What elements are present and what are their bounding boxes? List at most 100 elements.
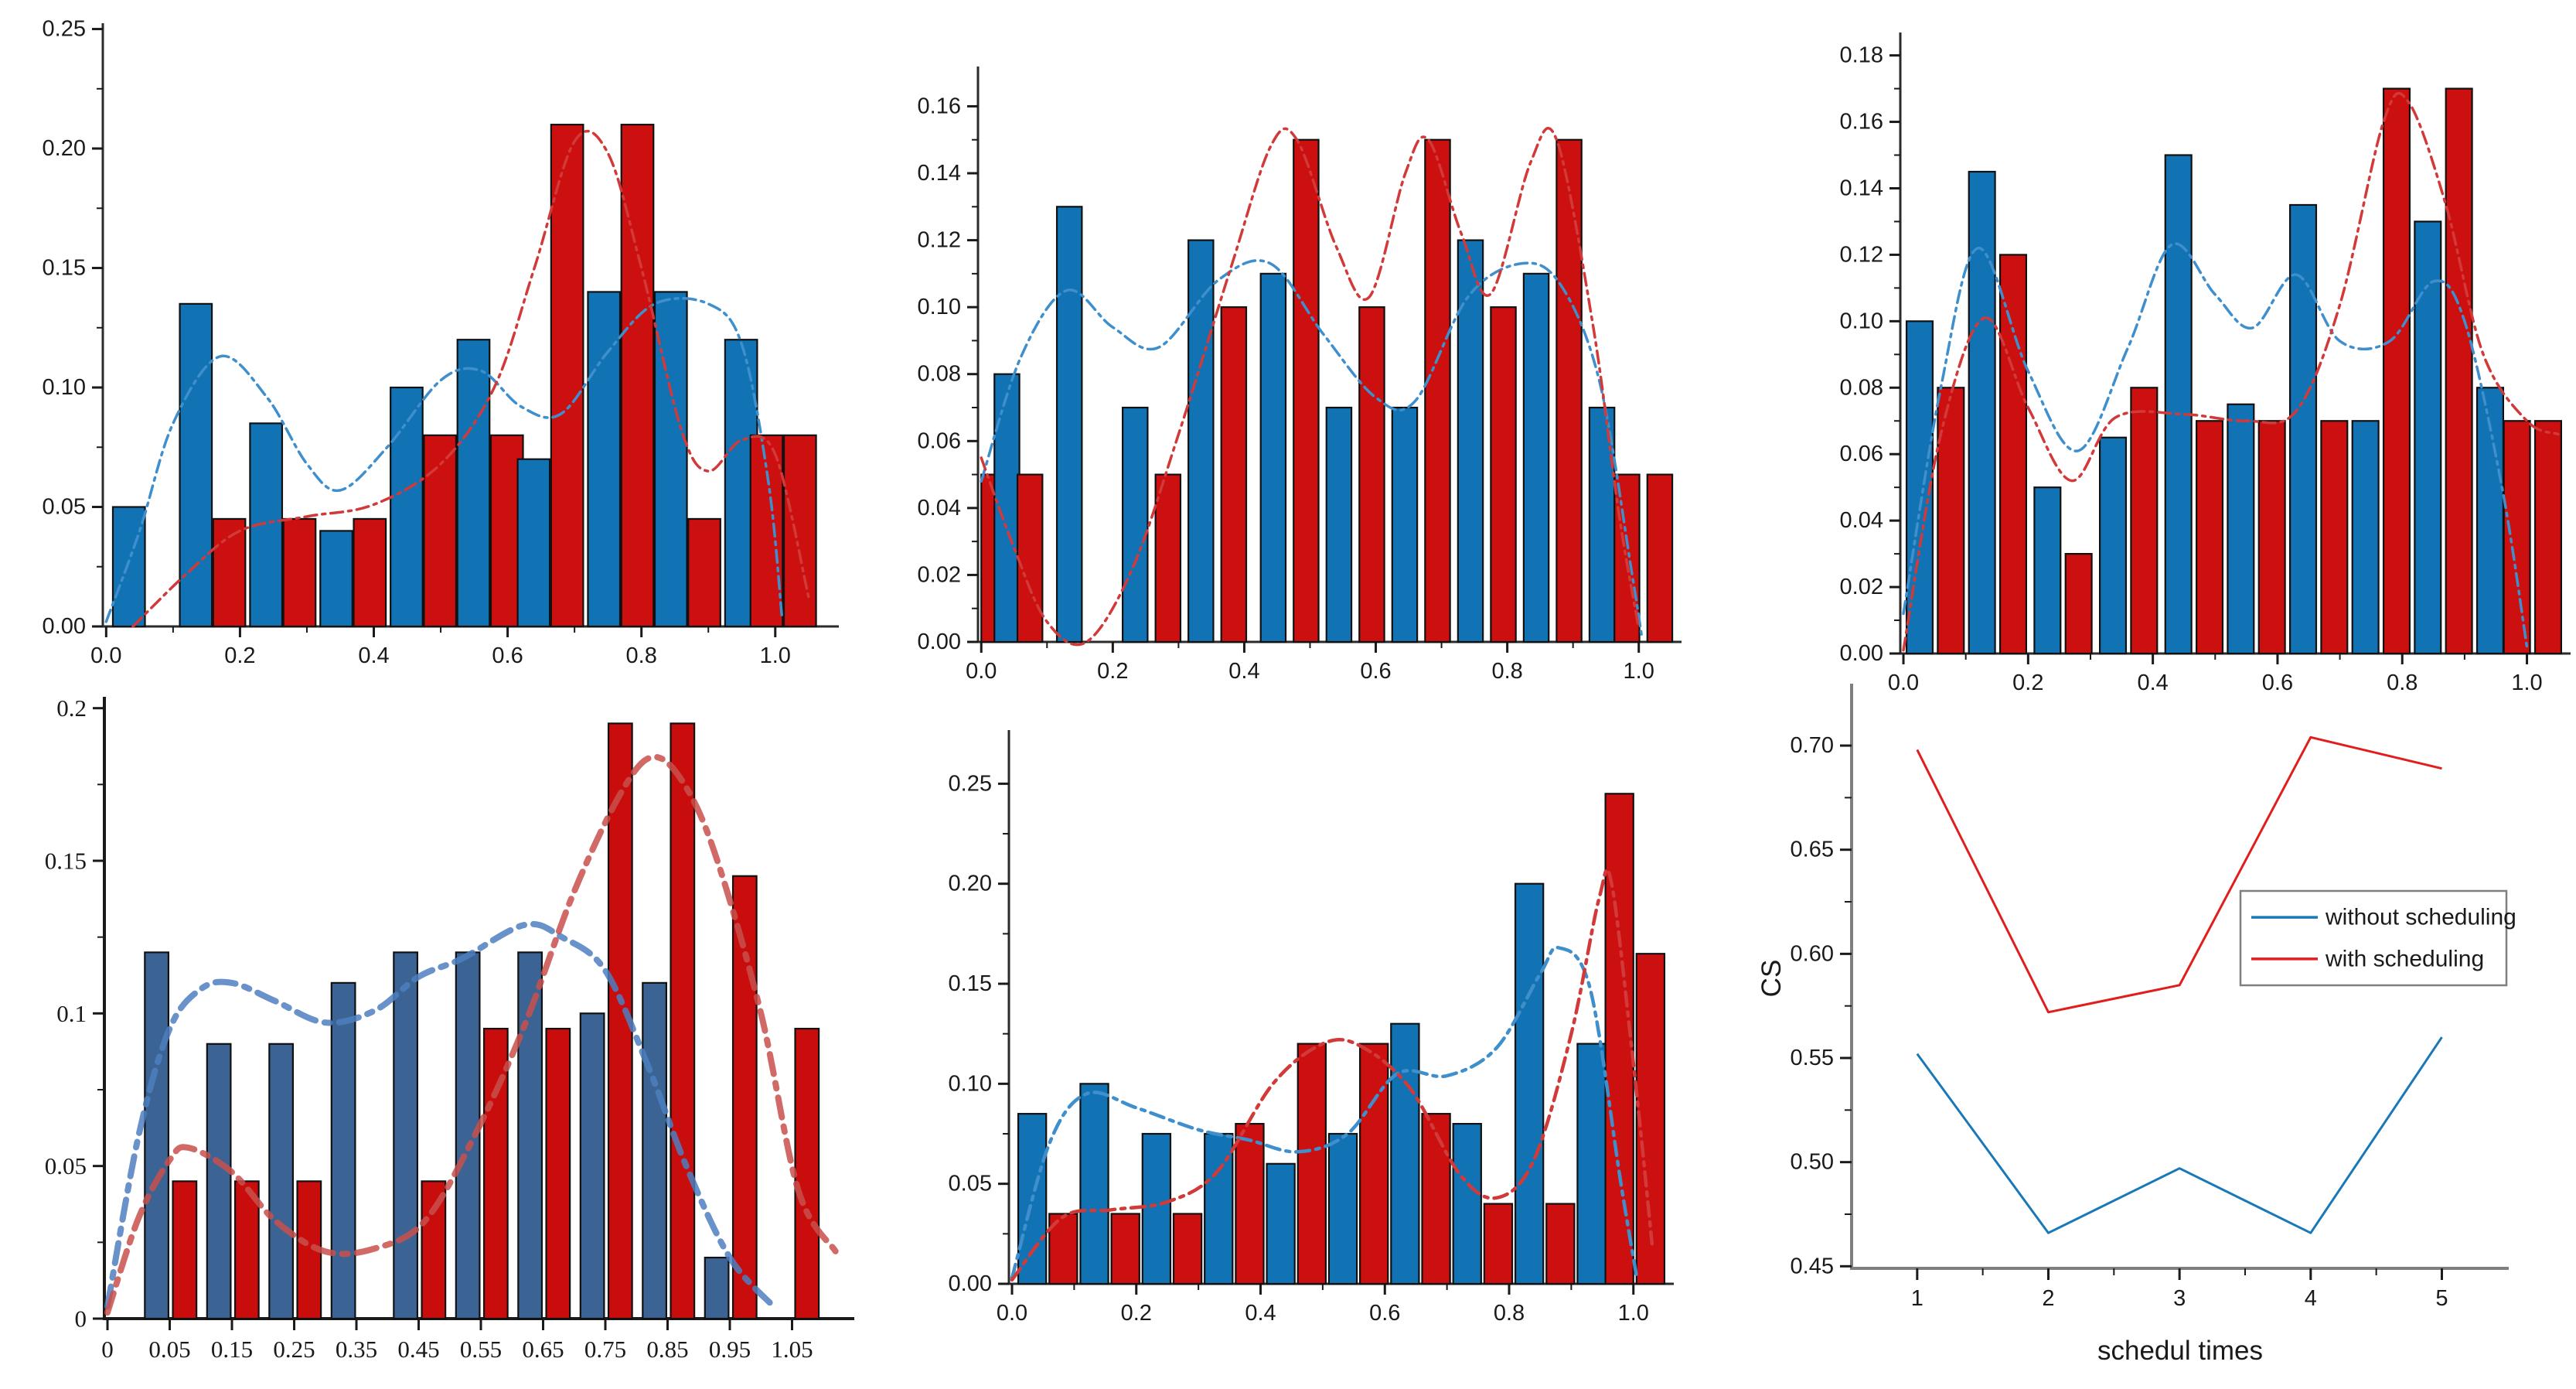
bar-red bbox=[550, 124, 584, 628]
legend-label: without scheduling bbox=[2325, 905, 2516, 930]
bar-red bbox=[2195, 420, 2224, 655]
bar-red bbox=[1110, 1213, 1140, 1285]
bar-red bbox=[794, 1027, 820, 1320]
y-tick-label: 0.10 bbox=[918, 295, 961, 319]
y-tick-label: 0.10 bbox=[949, 1071, 992, 1096]
bar-blue bbox=[179, 302, 213, 628]
x-tick-label: 0.4 bbox=[2137, 671, 2168, 695]
histogram-bottom-middle: 0.00 0.05 0.10 0.15 0.20 0.25 0.0 0.2 0.4 0.6 0.8 1… bbox=[949, 730, 1674, 1326]
bar-red bbox=[233, 1180, 260, 1320]
bar-blue bbox=[2098, 436, 2128, 655]
blue-kde-curve bbox=[1010, 945, 1639, 1280]
y-tick-label: 0.08 bbox=[1840, 375, 1883, 400]
bar-blue bbox=[1259, 272, 1287, 643]
x-tick-label: 0.15 bbox=[211, 1336, 253, 1363]
bar-blue bbox=[1187, 239, 1215, 643]
histogram-bars bbox=[980, 138, 1674, 643]
bar-red bbox=[1016, 473, 1044, 643]
y-tick-label: 0.16 bbox=[918, 94, 961, 118]
y-tick-label: 0.15 bbox=[43, 256, 86, 281]
bar-blue bbox=[1514, 882, 1545, 1285]
bar-blue bbox=[1327, 1132, 1358, 1285]
bar-blue bbox=[1325, 406, 1353, 643]
y-tick-label: 0.02 bbox=[1840, 575, 1883, 599]
bar-blue bbox=[390, 386, 424, 628]
bar-blue bbox=[516, 458, 551, 628]
y-tick-label: 0.00 bbox=[949, 1271, 992, 1296]
x-tick-label: 0.0 bbox=[997, 1301, 1027, 1326]
bar-red bbox=[1172, 1213, 1203, 1285]
bar-blue bbox=[704, 1256, 730, 1320]
y-tick-label: 0.00 bbox=[1840, 641, 1883, 666]
bar-red bbox=[1937, 387, 1965, 655]
y-tick-label: 0.45 bbox=[1791, 1254, 1834, 1278]
bar-blue bbox=[653, 291, 688, 628]
bar-blue bbox=[2033, 486, 2062, 655]
bar-red bbox=[2064, 553, 2093, 655]
bar-red bbox=[212, 517, 247, 628]
y-tick-label: 0.14 bbox=[918, 161, 961, 186]
x-tick-label: 1.0 bbox=[1624, 659, 1654, 684]
red-kde-curve bbox=[980, 127, 1641, 647]
bar-blue bbox=[2164, 154, 2193, 655]
x-tick-label: 0.8 bbox=[1491, 659, 1522, 684]
y-tick-label: 0 bbox=[75, 1305, 87, 1333]
x-tick-label: 0.4 bbox=[358, 643, 389, 668]
bar-red bbox=[2445, 87, 2473, 655]
histogram-top-middle: 0.000.020.040.060.080.100.120.140.160.0 0… bbox=[918, 67, 1682, 684]
bar-red bbox=[1424, 138, 1451, 643]
red-kde-curve bbox=[104, 753, 839, 1316]
x-tick-label: 0.95 bbox=[709, 1336, 751, 1363]
y-tick-label: 0.70 bbox=[1791, 733, 1834, 758]
y-tick-label: 0.05 bbox=[949, 1172, 992, 1196]
x-tick-label: 4 bbox=[2305, 1286, 2317, 1311]
x-tick-label: 0.4 bbox=[1228, 659, 1259, 684]
bar-blue bbox=[1522, 272, 1550, 643]
bar-red bbox=[1555, 138, 1583, 643]
y-tick-label: 0.20 bbox=[949, 872, 992, 896]
x-axis-ticks: 0.0 0.2 0.4 0.6 0.8 1.0 bbox=[966, 642, 1654, 684]
bar-red bbox=[1359, 1043, 1389, 1285]
line-without-scheduling bbox=[1916, 1036, 2443, 1234]
y-tick-label: 0.00 bbox=[43, 614, 86, 639]
bar-red bbox=[1490, 306, 1517, 643]
x-axis-ticks: 0 0.05 0.15 0.25 0.35 0.45 0.55 0.65 0.75 0.85 0.9… bbox=[101, 1319, 813, 1363]
y-tick-label: 0.2 bbox=[56, 694, 87, 722]
bar-blue bbox=[1457, 239, 1484, 643]
bar-red bbox=[282, 517, 317, 628]
bar-blue bbox=[1968, 170, 1996, 655]
bar-red bbox=[2382, 87, 2411, 655]
bar-blue bbox=[1266, 1162, 1296, 1285]
y-axis-title: CS bbox=[1757, 960, 1787, 998]
x-tick-label: 1.05 bbox=[771, 1336, 813, 1363]
bar-red bbox=[1483, 1203, 1514, 1285]
bar-blue bbox=[1141, 1132, 1172, 1285]
y-tick-label: 0.50 bbox=[1791, 1150, 1834, 1175]
x-tick-label: 0 bbox=[101, 1336, 114, 1363]
red-kde-curve bbox=[1902, 92, 2560, 652]
y-axis-ticks: 0.00 0.05 0.10 0.15 0.20 0.25 bbox=[949, 771, 1009, 1296]
bar-red bbox=[2320, 420, 2349, 655]
x-tick-label: 0.8 bbox=[2387, 671, 2418, 695]
bar-red bbox=[1604, 793, 1634, 1285]
blue-kde-curve bbox=[104, 297, 784, 623]
y-tick-label: 0.05 bbox=[45, 1152, 87, 1179]
y-tick-label: 0.60 bbox=[1791, 941, 1834, 966]
x-tick-label: 0.2 bbox=[1121, 1301, 1152, 1326]
bar-blue bbox=[144, 951, 170, 1320]
x-axis-ticks: 0.0 0.2 0.4 0.6 0.8 1.0 bbox=[90, 626, 791, 668]
bar-blue bbox=[330, 981, 356, 1320]
x-tick-label: 1.0 bbox=[760, 643, 791, 668]
y-axis-ticks: 0.00 0.02 0.04 0.06 0.08 0.10 0.12 0.14 0.16 0.18 bbox=[1840, 43, 1900, 666]
bar-blue bbox=[1576, 1043, 1607, 1285]
bar-red bbox=[482, 1027, 509, 1320]
y-tick-label: 0.08 bbox=[918, 362, 961, 387]
x-tick-label: 0.05 bbox=[148, 1336, 190, 1363]
x-tick-label: 0.8 bbox=[626, 643, 657, 668]
blue-kde-curve bbox=[980, 259, 1644, 640]
y-axis-ticks: 0.00 0.02 0.04 0.06 0.08 0.10 0.12 0.14 0.16 bbox=[918, 94, 978, 654]
y-tick-label: 0.05 bbox=[43, 495, 86, 520]
y-axis-ticks: 0 0.05 0.1 0.15 0.2 bbox=[45, 694, 104, 1333]
x-tick-label: 0.75 bbox=[584, 1336, 626, 1363]
y-tick-label: 0.20 bbox=[43, 136, 86, 161]
